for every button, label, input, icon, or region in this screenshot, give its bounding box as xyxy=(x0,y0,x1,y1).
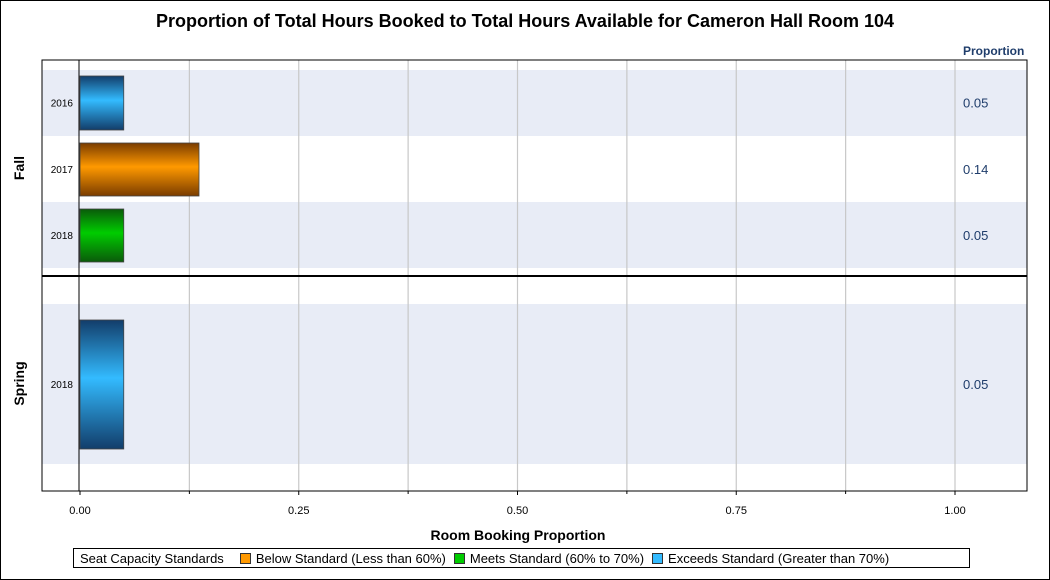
legend-swatch-exceeds xyxy=(652,552,664,564)
value-label: 0.14 xyxy=(963,162,988,177)
legend-swatch-below xyxy=(239,552,251,564)
x-tick-label: 0.25 xyxy=(288,505,309,517)
category-label: 2017 xyxy=(51,165,74,176)
row-band xyxy=(42,202,1027,268)
bar-spring-2018 xyxy=(79,319,125,450)
x-tick-label: 0.50 xyxy=(507,505,528,517)
legend-label-meets: Meets Standard (60% to 70%) xyxy=(469,550,645,566)
value-label: 0.05 xyxy=(963,96,988,111)
legend-item-meets: Meets Standard (60% to 70%) xyxy=(453,550,645,566)
bar-fall-2017 xyxy=(79,142,200,197)
legend-swatch-meets xyxy=(453,552,465,564)
row-band xyxy=(42,70,1027,136)
legend-label-exceeds: Exceeds Standard (Greater than 70%) xyxy=(668,550,890,566)
value-label: 0.05 xyxy=(963,228,988,243)
legend: Seat Capacity Standards Below Standard (… xyxy=(73,548,970,568)
group-label: Spring xyxy=(11,361,27,405)
x-tick-label: 1.00 xyxy=(944,505,965,517)
bar-fall-2018 xyxy=(79,208,125,263)
category-label: 2018 xyxy=(51,231,74,242)
row-band xyxy=(42,304,1027,464)
legend-item-exceeds: Exceeds Standard (Greater than 70%) xyxy=(652,551,889,566)
x-tick-label: 0.75 xyxy=(726,505,747,517)
category-label: 2016 xyxy=(51,99,74,110)
legend-item-below: Below Standard (Less than 60%) xyxy=(239,550,446,566)
group-label: Fall xyxy=(11,156,27,180)
legend-label-below: Below Standard (Less than 60%) xyxy=(255,550,446,566)
category-label: 2018 xyxy=(51,380,74,391)
x-tick-label: 0.00 xyxy=(69,505,90,517)
chart-title: Proportion of Total Hours Booked to Tota… xyxy=(155,11,895,31)
x-axis-title: Room Booking Proportion xyxy=(431,527,606,543)
value-column-header: Proportion xyxy=(963,44,1024,58)
legend-title: Seat Capacity Standards xyxy=(80,550,224,566)
bar-fall-2016 xyxy=(79,75,125,131)
value-label: 0.05 xyxy=(963,377,988,392)
